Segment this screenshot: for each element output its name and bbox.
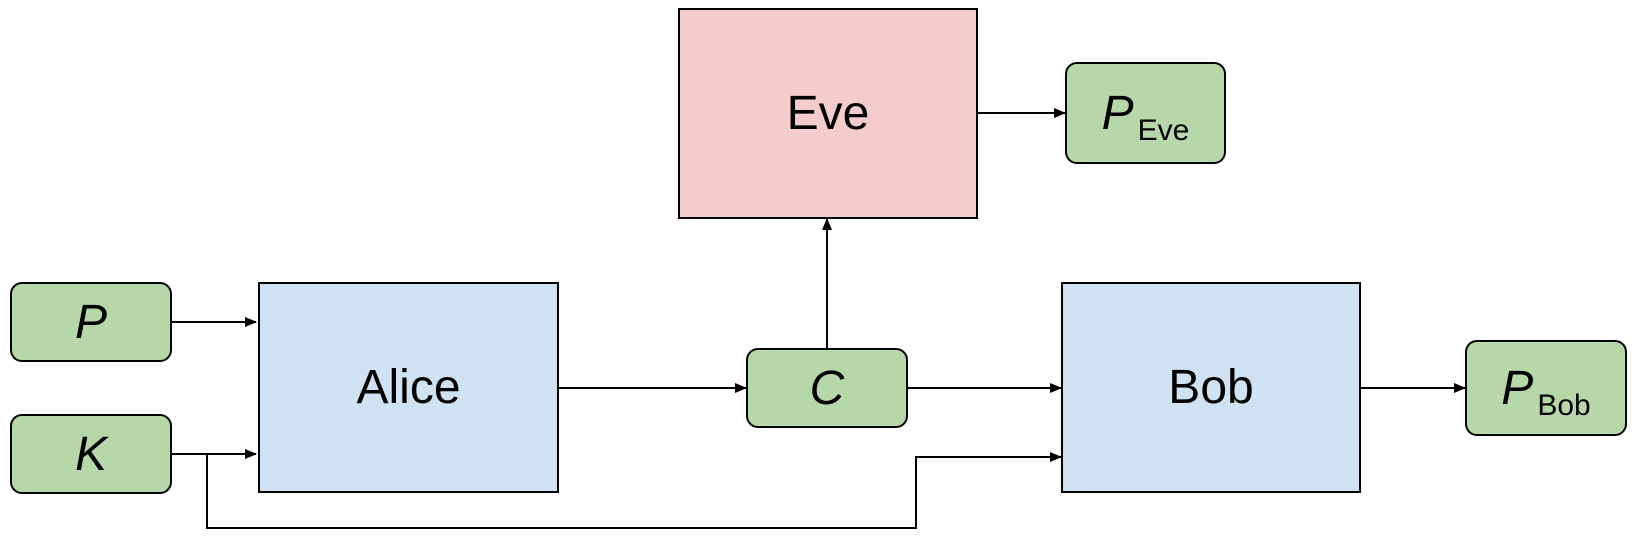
key-label: K xyxy=(74,427,107,481)
ciphertext-node: C xyxy=(746,348,908,428)
p-bob-subscript: Bob xyxy=(1537,389,1591,422)
eve-node: Eve xyxy=(678,8,978,219)
plaintext-node: P xyxy=(10,282,172,362)
bob-label: Bob xyxy=(1168,361,1254,414)
p-eve-symbol: P xyxy=(1101,86,1134,140)
p-bob-node: P Bob xyxy=(1465,340,1627,436)
ciphertext-label: C xyxy=(809,361,845,415)
eve-label: Eve xyxy=(786,87,870,140)
key-node: K xyxy=(10,414,172,494)
p-eve-subscript: Eve xyxy=(1137,114,1190,147)
alice-node: Alice xyxy=(258,282,559,493)
plaintext-label: P xyxy=(74,295,107,349)
p-eve-node: P Eve xyxy=(1065,62,1226,164)
p-bob-symbol: P xyxy=(1501,361,1534,415)
alice-label: Alice xyxy=(356,361,461,414)
edge-key-to-bob xyxy=(206,452,1062,529)
bob-node: Bob xyxy=(1061,282,1361,493)
